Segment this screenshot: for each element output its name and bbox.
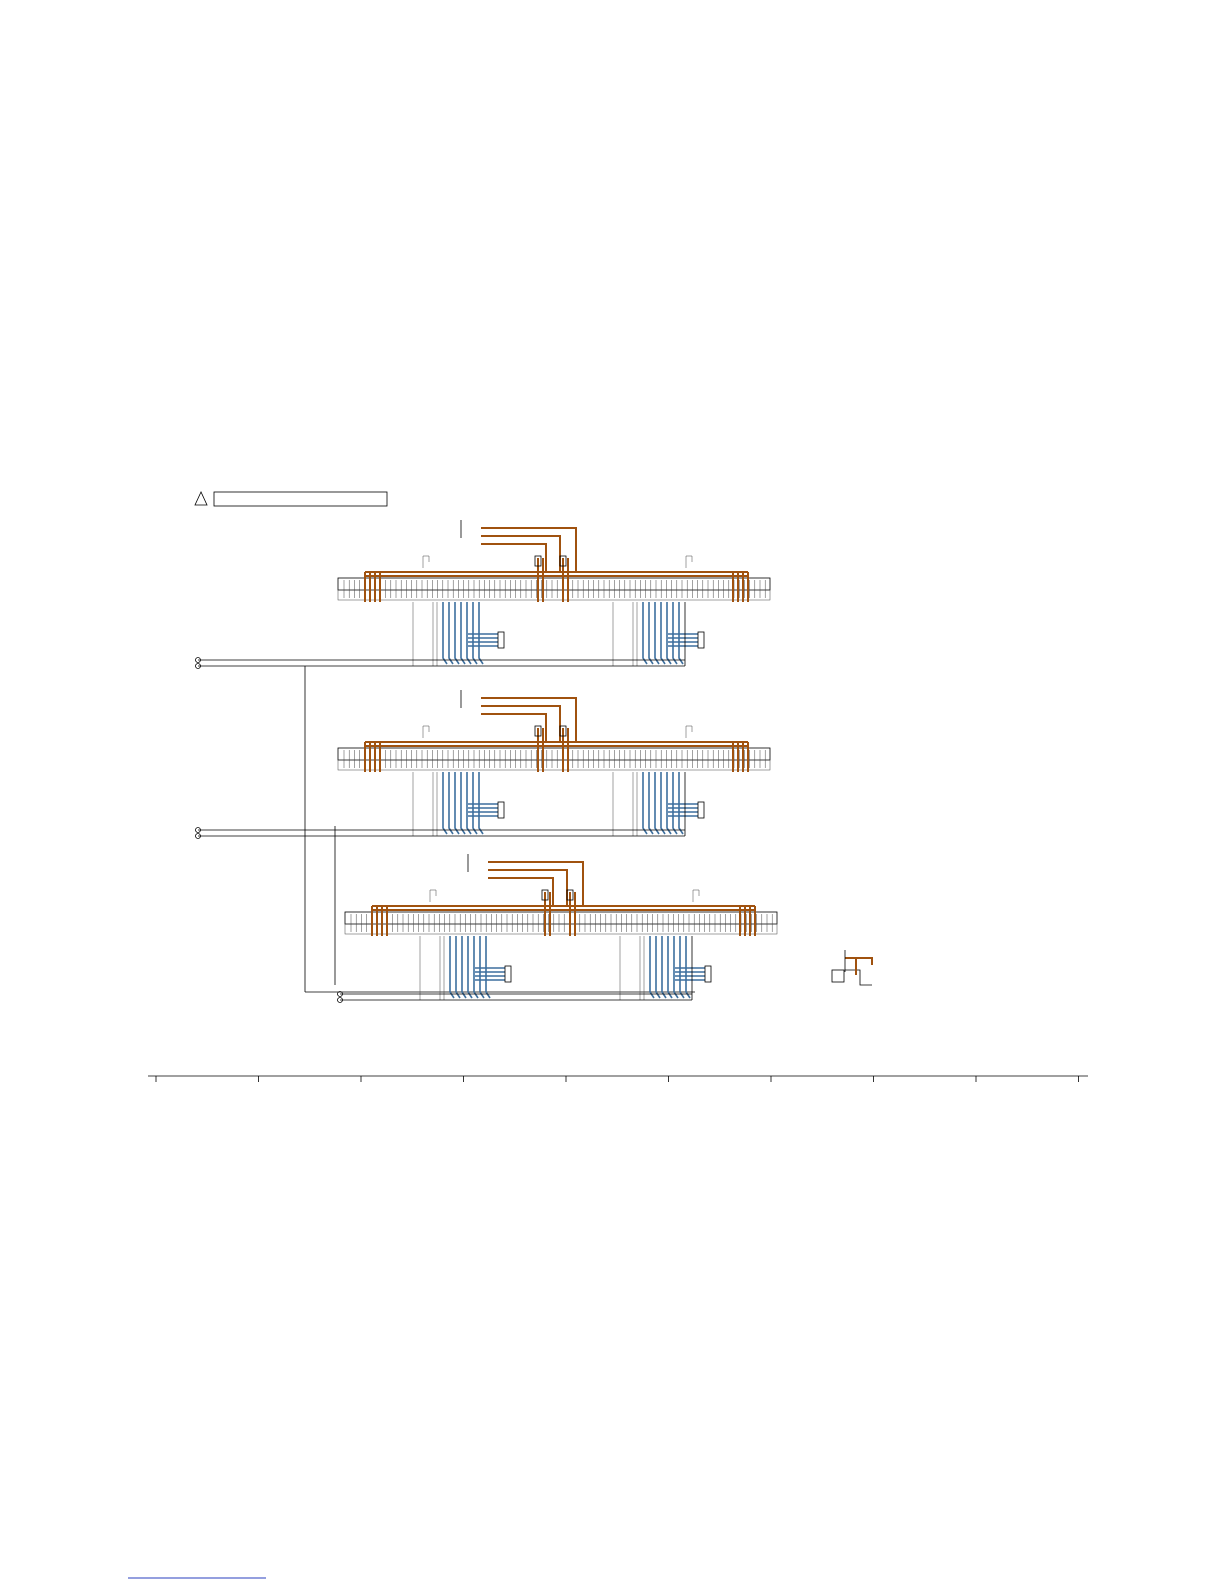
feed-trace <box>481 543 547 572</box>
resistor-array <box>697 631 705 649</box>
feed-trace <box>488 877 554 906</box>
feed-trace <box>488 869 568 906</box>
data-trace <box>478 602 484 665</box>
data-trace <box>472 602 478 665</box>
data-trace <box>472 772 478 835</box>
ground <box>692 889 700 902</box>
data-trace <box>654 602 660 665</box>
data-trace <box>673 936 679 999</box>
data-trace <box>672 602 678 665</box>
data-trace <box>455 936 461 999</box>
warning-box <box>213 491 388 507</box>
ground <box>429 889 437 902</box>
data-trace <box>672 772 678 835</box>
resistor-array <box>497 631 505 649</box>
resistor <box>559 555 567 567</box>
ground <box>422 725 430 738</box>
resistor-array <box>704 965 712 983</box>
driver-block <box>337 854 778 1003</box>
data-trace <box>660 772 666 835</box>
data-trace <box>661 936 667 999</box>
data-trace <box>655 936 661 999</box>
resistor-array <box>504 965 512 983</box>
data-trace <box>649 936 655 999</box>
data-trace <box>460 602 466 665</box>
data-trace <box>442 772 448 835</box>
data-trace <box>473 936 479 999</box>
data-trace <box>679 936 685 999</box>
feed-trace <box>481 697 577 742</box>
data-trace <box>479 936 485 999</box>
resistor <box>534 725 542 737</box>
driver-block <box>195 520 771 669</box>
data-trace <box>648 772 654 835</box>
connector <box>337 577 771 591</box>
data-trace <box>466 772 472 835</box>
data-trace <box>667 936 673 999</box>
connector-pins <box>337 589 771 601</box>
data-trace <box>466 602 472 665</box>
terminal <box>195 833 201 839</box>
connector-pins <box>337 759 771 771</box>
data-trace <box>461 936 467 999</box>
data-trace <box>678 772 684 835</box>
data-trace <box>454 602 460 665</box>
data-trace <box>454 772 460 835</box>
warning-triangle <box>194 491 208 506</box>
terminal <box>195 657 201 663</box>
ground <box>422 555 430 568</box>
data-trace <box>642 602 648 665</box>
resistor <box>566 889 574 901</box>
terminal <box>195 827 201 833</box>
data-trace <box>660 602 666 665</box>
data-trace <box>654 772 660 835</box>
data-trace <box>685 936 691 999</box>
data-trace <box>448 602 454 665</box>
resistor-array <box>697 801 705 819</box>
data-trace <box>460 772 466 835</box>
terminal <box>337 991 343 997</box>
data-trace <box>448 772 454 835</box>
driver-block <box>195 690 771 839</box>
feed-trace <box>481 535 561 572</box>
data-trace <box>485 936 491 999</box>
data-trace <box>442 602 448 665</box>
resistor-array <box>497 801 505 819</box>
connector-pins <box>344 923 778 935</box>
terminal <box>337 997 343 1003</box>
data-trace <box>449 936 455 999</box>
ground <box>685 725 693 738</box>
resistor <box>559 725 567 737</box>
data-trace <box>467 936 473 999</box>
data-trace <box>648 602 654 665</box>
data-trace <box>666 602 672 665</box>
feed-trace <box>481 705 561 742</box>
feed-trace <box>481 527 577 572</box>
data-trace <box>478 772 484 835</box>
data-trace <box>666 772 672 835</box>
resistor <box>534 555 542 567</box>
connector <box>344 911 778 925</box>
feed-trace <box>488 861 584 906</box>
ground <box>685 555 693 568</box>
data-trace <box>678 602 684 665</box>
aux-circuit <box>831 950 873 986</box>
connector <box>337 747 771 761</box>
data-trace <box>642 772 648 835</box>
feed-trace <box>481 713 547 742</box>
terminal <box>195 663 201 669</box>
resistor <box>541 889 549 901</box>
